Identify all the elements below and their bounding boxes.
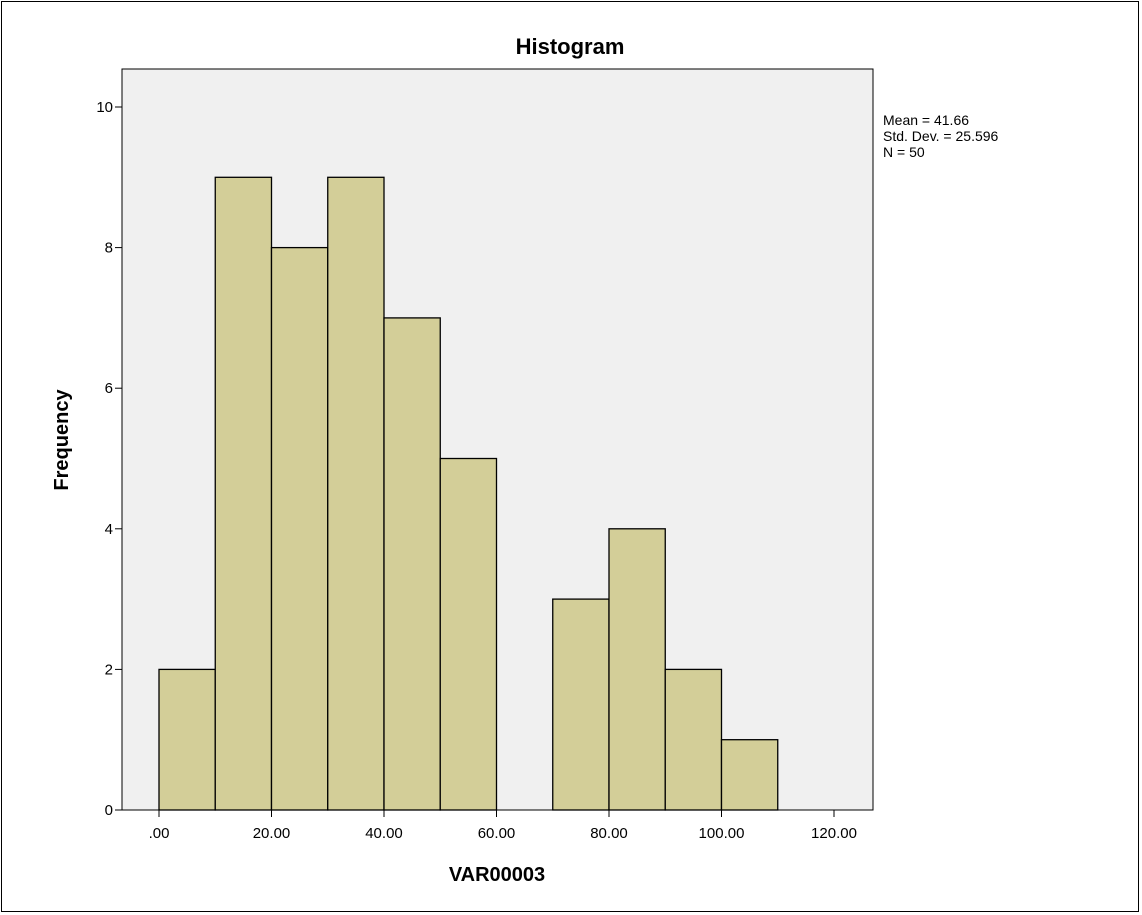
histogram-bar-5 bbox=[439, 457, 498, 811]
histogram-bar-0 bbox=[158, 668, 216, 811]
histogram-bar-8 bbox=[608, 528, 666, 811]
x-tick-label: .00 bbox=[149, 825, 170, 842]
histogram-bar-7 bbox=[552, 598, 610, 811]
stat-n: N = 50 bbox=[883, 144, 925, 160]
y-tick-label: 2 bbox=[105, 661, 113, 678]
x-tick-label: 40.00 bbox=[365, 825, 403, 842]
y-tick-label: 0 bbox=[105, 802, 113, 819]
y-tick-label: 6 bbox=[105, 380, 113, 397]
y-tick-label: 4 bbox=[105, 521, 113, 538]
x-tick-label: 80.00 bbox=[590, 825, 628, 842]
y-tick-label: 10 bbox=[96, 99, 113, 116]
histogram-bar-2 bbox=[270, 246, 329, 811]
stat-std-dev: Std. Dev. = 25.596 bbox=[883, 128, 999, 144]
stat-mean: Mean = 41.66 bbox=[883, 112, 969, 128]
y-axis-title: Frequency bbox=[51, 389, 73, 491]
y-tick-label: 8 bbox=[105, 240, 113, 257]
histogram-bar-3 bbox=[327, 176, 385, 811]
bars-group bbox=[158, 176, 779, 811]
histogram-bar-1 bbox=[214, 176, 273, 811]
x-tick-label: 60.00 bbox=[478, 825, 516, 842]
histogram-bar-4 bbox=[383, 317, 441, 811]
x-axis-title: VAR00003 bbox=[449, 864, 545, 886]
histogram-bar-10 bbox=[720, 739, 779, 811]
histogram-bar-9 bbox=[664, 668, 723, 811]
x-tick-label: 100.00 bbox=[699, 825, 745, 842]
chart-title: Histogram bbox=[516, 34, 625, 59]
y-axis: 0 2 4 6 8 10 bbox=[96, 99, 122, 819]
x-tick-label: 120.00 bbox=[811, 825, 857, 842]
x-axis: .00 20.00 40.00 60.00 80.00 100.00 120.00 bbox=[149, 810, 857, 842]
x-tick-label: 20.00 bbox=[253, 825, 291, 842]
